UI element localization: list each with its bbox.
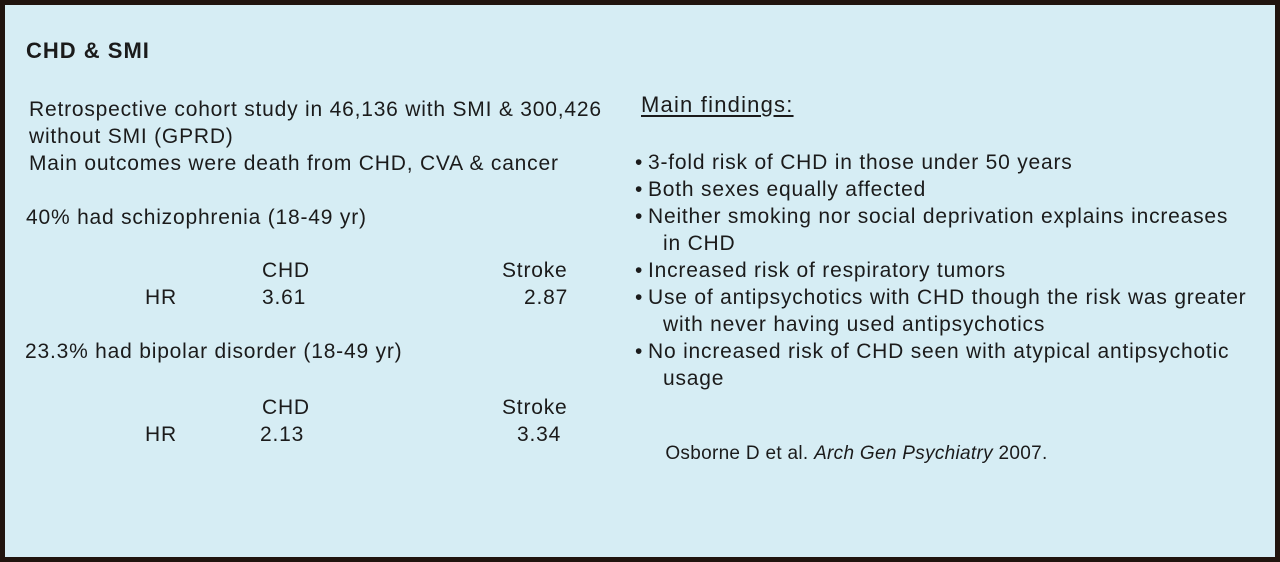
slide-title: CHD & SMI [26, 38, 150, 63]
finding-line-continuation: usage [663, 367, 725, 390]
finding-line-continuation: with never having used antipsychotics [663, 313, 1046, 336]
study-description-line: without SMI (GPRD) [29, 125, 234, 148]
citation-journal: Arch Gen Psychiatry [814, 443, 993, 464]
main-findings-heading: Main findings: [641, 92, 794, 117]
hr-value-stroke: 3.34 [517, 423, 562, 446]
study-description: Retrospective cohort study in 46,136 wit… [29, 96, 602, 177]
hr-value-stroke: 2.87 [524, 286, 569, 309]
finding-line-continuation: in CHD [663, 232, 736, 255]
finding-line: Increased risk of respiratory tumors [635, 257, 1275, 284]
hr-value-chd: 3.61 [262, 286, 307, 309]
finding-line: Neither smoking nor social deprivation e… [635, 203, 1275, 230]
row-label-hr: HR [145, 423, 177, 446]
bipolar-subgroup-label: 23.3% had bipolar disorder (18-49 yr) [25, 340, 403, 363]
study-description-line: Retrospective cohort study in 46,136 wit… [29, 98, 602, 121]
hr-value-chd: 2.13 [260, 423, 305, 446]
citation-authors: Osborne D et al. [665, 443, 815, 464]
finding-line: 3-fold risk of CHD in those under 50 yea… [635, 149, 1275, 176]
column-header-chd: CHD [262, 259, 310, 282]
column-header-chd: CHD [262, 396, 310, 419]
finding-line: Both sexes equally affected [635, 176, 1275, 203]
column-header-stroke: Stroke [502, 259, 568, 282]
finding-line: Use of antipsychotics with CHD though th… [635, 284, 1275, 311]
citation: Osborne D et al. Arch Gen Psychiatry 200… [643, 421, 1048, 487]
finding-line: No increased risk of CHD seen with atypi… [635, 338, 1275, 365]
findings-list: 3-fold risk of CHD in those under 50 yea… [635, 149, 1275, 392]
citation-year: 2007. [992, 443, 1048, 464]
schizophrenia-subgroup-label: 40% had schizophrenia (18-49 yr) [26, 206, 367, 229]
column-header-stroke: Stroke [502, 396, 568, 419]
study-description-line: Main outcomes were death from CHD, CVA &… [29, 152, 559, 175]
row-label-hr: HR [145, 286, 177, 309]
